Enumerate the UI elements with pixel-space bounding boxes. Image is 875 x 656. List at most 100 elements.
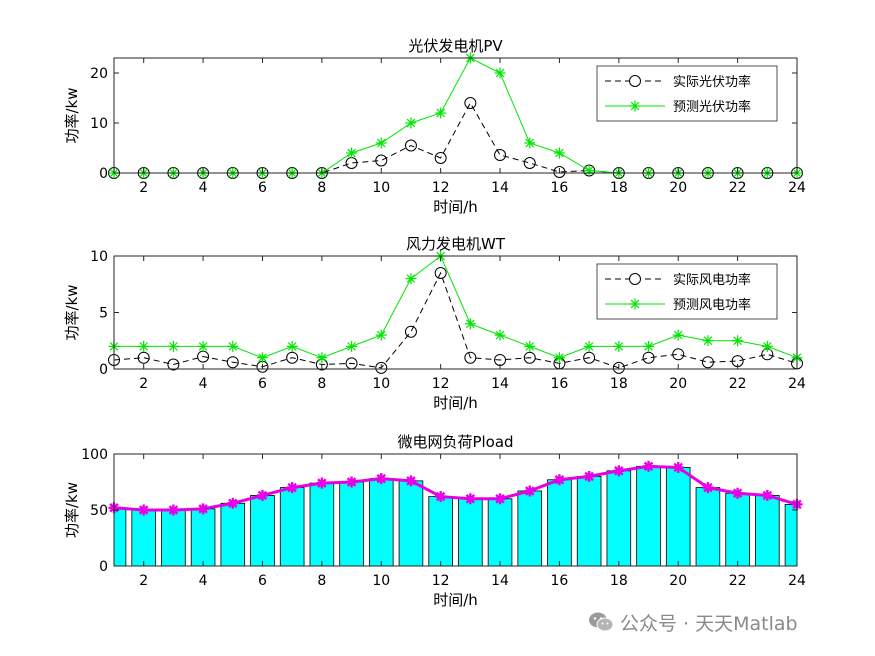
load-point: [316, 477, 328, 489]
x-tick-label: 6: [258, 180, 267, 196]
series-point-2: [286, 340, 298, 352]
series-point-2: [138, 340, 150, 352]
load-point: [167, 504, 179, 516]
series-point-1: [523, 157, 536, 169]
chart-title: 光伏发电机PV: [408, 37, 503, 55]
plot-marks: [108, 250, 803, 374]
load-point: [435, 491, 447, 503]
x-tick-label: 6: [258, 376, 267, 392]
y-tick-label: 10: [90, 249, 108, 265]
series-point-1: [672, 348, 685, 361]
series-point-1: [701, 356, 714, 369]
series-point-2: [405, 117, 417, 129]
series-point-2: [553, 147, 565, 159]
x-tick-label: 18: [610, 376, 628, 392]
y-tick-label: 0: [99, 559, 108, 575]
legend-marker: [629, 75, 641, 87]
y-tick-label: 100: [81, 447, 108, 463]
series-point-2: [227, 340, 239, 352]
series-point-1: [137, 351, 150, 364]
x-tick-label: 18: [610, 573, 628, 589]
x-tick-label: 10: [372, 180, 390, 196]
y-axis-label: 功率/kw: [63, 284, 81, 340]
wechat-icon: [589, 612, 614, 632]
load-point: [613, 465, 625, 477]
series-point-2: [553, 352, 565, 364]
x-tick-label: 2: [139, 573, 148, 589]
load-point: [227, 497, 239, 509]
x-tick-label: 20: [669, 180, 687, 196]
series-point-1: [167, 358, 180, 371]
load-point: [761, 489, 773, 501]
load-point: [405, 475, 417, 487]
y-tick-label: 50: [90, 503, 108, 519]
series-point-1: [434, 266, 447, 279]
x-tick-label: 12: [432, 180, 450, 196]
plot-marks: [108, 460, 803, 567]
x-tick-label: 6: [258, 573, 267, 589]
y-tick-label: 0: [99, 166, 108, 182]
bar: [190, 508, 216, 567]
series-point-2: [316, 352, 328, 364]
x-tick-label: 20: [669, 573, 687, 589]
x-tick-label: 8: [317, 180, 326, 196]
load-point: [375, 473, 387, 485]
x-tick-label: 22: [729, 376, 747, 392]
series-point-2: [583, 340, 595, 352]
load-point: [553, 474, 565, 486]
series-point-1: [286, 351, 299, 364]
y-tick-label: 0: [99, 362, 108, 378]
x-tick-label: 20: [669, 376, 687, 392]
load-point: [346, 476, 358, 488]
x-tick-label: 8: [317, 376, 326, 392]
bar: [309, 482, 335, 567]
series-point-2: [375, 329, 387, 341]
load-point: [286, 482, 298, 494]
load-point: [583, 470, 595, 482]
series-point-1: [404, 139, 417, 152]
series-point-1: [553, 166, 566, 178]
load-point: [732, 487, 744, 499]
series-point-2: [256, 352, 268, 364]
series-point-1: [523, 351, 536, 364]
bar: [220, 502, 246, 567]
load-point: [494, 493, 506, 505]
legend-box: [596, 65, 778, 122]
x-tick-label: 22: [729, 180, 747, 196]
load-point: [197, 503, 209, 515]
legend-label: 实际风电功率: [673, 272, 751, 288]
series-point-1: [494, 149, 507, 161]
series-point-2: [464, 318, 476, 330]
series-point-1: [375, 361, 388, 374]
series-point-2: [375, 137, 387, 149]
bar: [161, 509, 186, 567]
watermark-text: 公众号 · 天天Matlab: [620, 612, 798, 635]
legend-marker: [629, 298, 641, 310]
bar: [636, 465, 661, 567]
watermark: 公众号 · 天天Matlab: [588, 608, 798, 636]
x-tick-label: 18: [610, 180, 628, 196]
x-tick-label: 2: [139, 180, 148, 196]
series-point-1: [464, 351, 477, 364]
x-tick-label: 4: [199, 376, 208, 392]
bar: [725, 492, 750, 567]
legend-box: [596, 263, 778, 320]
series-point-2: [672, 329, 684, 341]
x-axis-label: 时间/h: [433, 591, 478, 609]
series-point-1: [642, 351, 655, 364]
chart-title: 微电网负荷Pload: [397, 433, 513, 451]
series-point-2: [167, 340, 179, 352]
bar: [398, 480, 424, 567]
panel-2: 2 4 6 8 10 12 14 16 18 20 22 240510风力发电机WT时间/h功率/kw…: [63, 235, 806, 412]
x-tick-label: 14: [491, 376, 509, 392]
bar: [606, 470, 632, 567]
bar: [576, 475, 602, 567]
legend-marker: [629, 100, 641, 112]
bar: [428, 496, 453, 567]
panel-1: 2 4 6 8 10 12 14 16 18 20 22 2401020光伏发电机PV时间/h功率/k…: [63, 37, 806, 216]
x-tick-label: 24: [788, 376, 806, 392]
load-point: [643, 460, 655, 472]
x-tick-label: 10: [372, 573, 390, 589]
